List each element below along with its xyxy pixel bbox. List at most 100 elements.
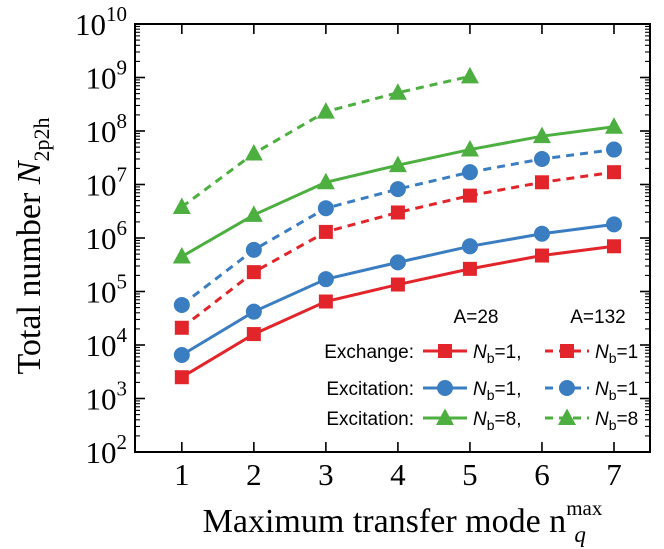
- x-axis-title-main: Maximum transfer mode n: [203, 503, 567, 540]
- data-point: [532, 126, 551, 144]
- legend-marker: [436, 408, 454, 425]
- data-point: [246, 265, 261, 280]
- data-point: [389, 254, 406, 271]
- data-point: [173, 347, 190, 364]
- legend-header-a28: A=28: [454, 307, 499, 328]
- y-tick-exponent: 5: [117, 270, 128, 294]
- data-point: [245, 303, 262, 320]
- x-tick-label: 2: [246, 457, 262, 492]
- data-point: [318, 224, 333, 239]
- y-tick-base: 10: [86, 328, 117, 363]
- y-tick-label: 108: [86, 109, 128, 149]
- data-point: [390, 277, 405, 292]
- legend-header-a132: A=132: [570, 307, 625, 328]
- y-tick-label: 103: [86, 377, 128, 417]
- y-tick-label: 107: [86, 163, 128, 203]
- data-point: [245, 241, 262, 258]
- legend-entry: Nb=1,: [473, 379, 521, 403]
- data-point: [317, 200, 334, 217]
- legend-entry-sub: b: [609, 387, 617, 403]
- series-excitation-a28-nb1: [173, 216, 622, 364]
- y-tick-base: 10: [75, 7, 106, 42]
- legend-entry-symbol: N: [595, 342, 609, 363]
- data-point: [390, 205, 405, 220]
- y-tick-label: 109: [86, 56, 128, 96]
- legend-marker: [560, 344, 574, 358]
- series-excitation-a132-nb1: [173, 141, 622, 313]
- series-excitation-a132-nb8: [172, 66, 479, 214]
- data-point: [533, 150, 550, 167]
- legend-entry-value: =8: [617, 409, 639, 430]
- series-excitation-a28-nb8: [172, 117, 623, 264]
- data-point: [460, 66, 479, 84]
- legend-row-label: Exchange:: [324, 342, 414, 363]
- x-tick-label: 7: [606, 457, 622, 492]
- data-point: [606, 239, 621, 254]
- data-point: [389, 181, 406, 198]
- y-axis-title: Total number N2p2h: [11, 118, 54, 375]
- data-point: [606, 165, 621, 180]
- data-point: [172, 247, 191, 264]
- x-tick-label: 1: [174, 457, 190, 492]
- data-point: [244, 205, 263, 222]
- x-axis-title-sup: max: [566, 496, 603, 520]
- data-point: [388, 83, 407, 100]
- legend-entry-value: =8,: [495, 409, 522, 430]
- data-point: [461, 238, 478, 255]
- data-point: [462, 188, 477, 203]
- legend-entry-symbol: N: [473, 409, 487, 430]
- legend-entry: Nb=1: [595, 379, 638, 403]
- y-tick-base: 10: [86, 114, 117, 149]
- y-tick-label: 105: [86, 270, 128, 310]
- legend-entry-symbol: N: [473, 342, 487, 363]
- y-tick-exponent: 8: [117, 109, 128, 133]
- legend-entry-sub: b: [609, 350, 617, 366]
- data-point: [174, 370, 189, 385]
- data-point: [172, 197, 191, 214]
- data-point: [534, 175, 549, 190]
- data-point: [460, 140, 479, 157]
- series-exchange-a28-nb1: [174, 239, 621, 385]
- legend-entry-symbol: N: [595, 409, 609, 430]
- x-tick-label: 6: [534, 457, 550, 492]
- legend-row-label: Excitation:: [326, 379, 414, 400]
- legend-entry: Nb=1,: [473, 342, 521, 366]
- data-point: [316, 172, 335, 190]
- legend-entry: Nb=8: [595, 409, 638, 433]
- legend-marker: [437, 380, 453, 396]
- x-tick-label: 4: [390, 457, 406, 492]
- data-point: [388, 155, 407, 173]
- legend-entry-sub: b: [487, 417, 495, 433]
- y-tick-label: 106: [86, 216, 128, 256]
- axis-labels: 1 2 3 4 5 6 71021031041051061071081091010Maxim…: [11, 2, 622, 547]
- x-tick-label: 3: [318, 457, 334, 492]
- data-point: [317, 271, 334, 288]
- data-point: [533, 225, 550, 242]
- y-tick-label: 1010: [75, 2, 127, 42]
- legend-entry-sub: b: [487, 350, 495, 366]
- x-axis-title-sub: q: [574, 522, 586, 547]
- legend-entry-sub: b: [609, 417, 617, 433]
- y-tick-exponent: 3: [117, 377, 128, 401]
- y-axis-title-main: Total number: [11, 184, 48, 374]
- data-point: [604, 117, 623, 134]
- data-point: [534, 248, 549, 263]
- y-tick-base: 10: [86, 221, 117, 256]
- data-point: [605, 141, 622, 158]
- legend-entry-symbol: N: [595, 379, 609, 400]
- legend-entry-value: =1,: [495, 342, 522, 363]
- legend-marker: [438, 344, 452, 358]
- series-group: [172, 66, 623, 385]
- y-tick-exponent: 6: [117, 216, 128, 240]
- data-point: [174, 320, 189, 335]
- y-tick-base: 10: [86, 435, 117, 470]
- data-point: [605, 216, 622, 233]
- legend-row-label: Excitation:: [326, 409, 414, 430]
- legend-entry: Nb=8,: [473, 409, 521, 433]
- y-axis-title-symbol: N: [11, 159, 48, 185]
- y-tick-exponent: 10: [106, 2, 127, 26]
- data-point: [244, 143, 263, 161]
- data-point: [316, 102, 335, 119]
